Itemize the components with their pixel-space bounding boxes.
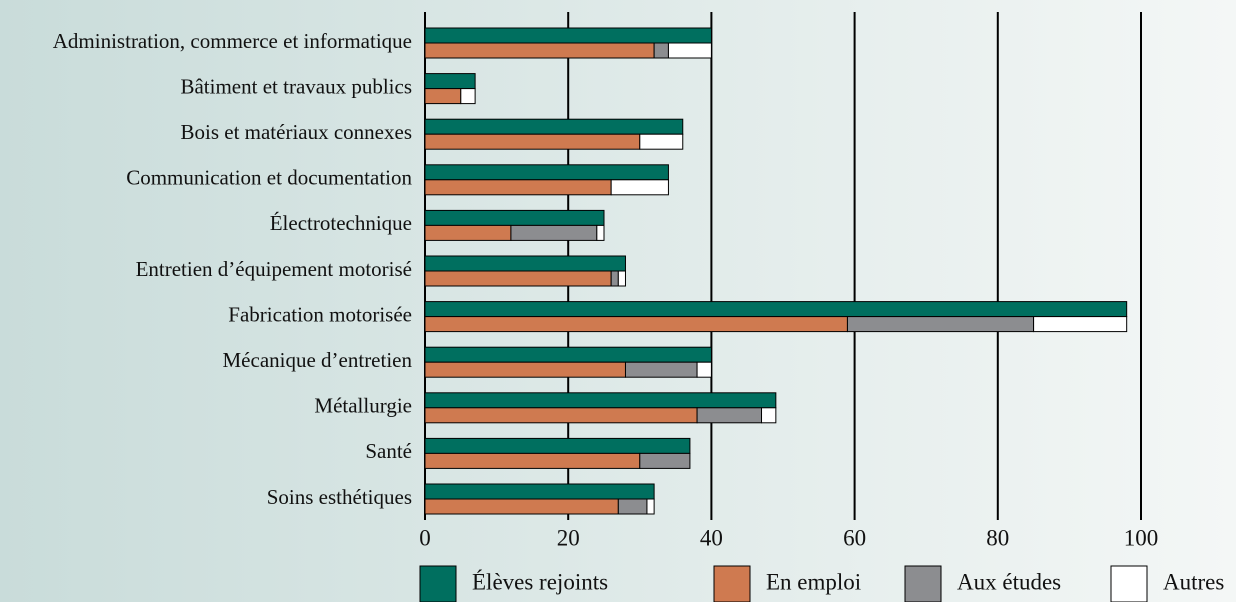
category-label: Métallurgie <box>314 394 412 418</box>
category-label: Fabrication motorisée <box>228 302 412 326</box>
bar-segment <box>1033 316 1128 333</box>
bar-segment <box>424 316 848 333</box>
bar-segment <box>846 316 1035 333</box>
bar-segment <box>510 224 598 241</box>
bar-segment <box>617 498 648 515</box>
bar-segment <box>424 498 619 515</box>
category-label: Électrotechnique <box>270 211 412 235</box>
x-tick-label: 20 <box>557 525 580 550</box>
bar <box>424 118 684 135</box>
bar <box>424 392 777 409</box>
bar-segment <box>424 88 462 105</box>
bar-segment <box>639 452 691 469</box>
bar-segment <box>653 42 669 59</box>
category-label: Santé <box>365 439 412 463</box>
legend-label: Autres <box>1163 569 1224 594</box>
x-tick-label: 80 <box>986 525 1009 550</box>
bar-segment <box>424 179 612 196</box>
legend-swatch <box>713 565 751 602</box>
bar-segment <box>646 498 655 515</box>
legend-swatch <box>904 565 942 602</box>
category-label: Soins esthétiques <box>267 485 412 509</box>
x-tick-label: 40 <box>700 525 723 550</box>
legend-label: Élèves rejoints <box>472 569 608 594</box>
bar <box>424 73 476 90</box>
bar-segment <box>424 224 512 241</box>
legend-swatch <box>419 565 457 602</box>
bar-segment <box>460 88 476 105</box>
bar <box>424 346 712 363</box>
bar-segment <box>624 361 698 378</box>
bar <box>424 483 655 500</box>
bar-segment <box>610 270 619 287</box>
bar-segment <box>596 224 605 241</box>
bar <box>424 209 605 226</box>
bar-segment <box>424 452 641 469</box>
category-label: Bâtiment et travaux publics <box>180 74 412 98</box>
bar-segment <box>667 42 712 59</box>
bar-segment <box>761 407 777 424</box>
x-tick-label: 60 <box>843 525 866 550</box>
category-label: Bois et matériaux connexes <box>180 120 412 144</box>
category-label: Administration, commerce et informatique <box>53 29 412 53</box>
bar-segment <box>696 361 712 378</box>
category-label: Mécanique d’entretien <box>223 348 413 372</box>
legend-swatch <box>1110 565 1148 602</box>
bar <box>424 437 691 454</box>
bar-segment <box>617 270 626 287</box>
bar <box>424 301 1128 318</box>
bar-segment <box>696 407 763 424</box>
bar <box>424 27 712 44</box>
bar-segment <box>424 133 641 150</box>
legend-label: Aux études <box>957 569 1061 594</box>
category-label: Entretien d’équipement motorisé <box>136 257 412 281</box>
legend-label: En emploi <box>766 569 861 594</box>
bar-segment <box>610 179 669 196</box>
bar-segment <box>424 407 698 424</box>
bar-segment <box>424 270 612 287</box>
bar-segment <box>424 361 626 378</box>
x-tick-label: 0 <box>419 525 431 550</box>
bar-segment <box>639 133 684 150</box>
bar <box>424 255 626 272</box>
x-tick-label: 100 <box>1124 525 1159 550</box>
bar-segment <box>424 42 655 59</box>
bar <box>424 164 669 181</box>
category-label: Communication et documentation <box>126 166 412 190</box>
